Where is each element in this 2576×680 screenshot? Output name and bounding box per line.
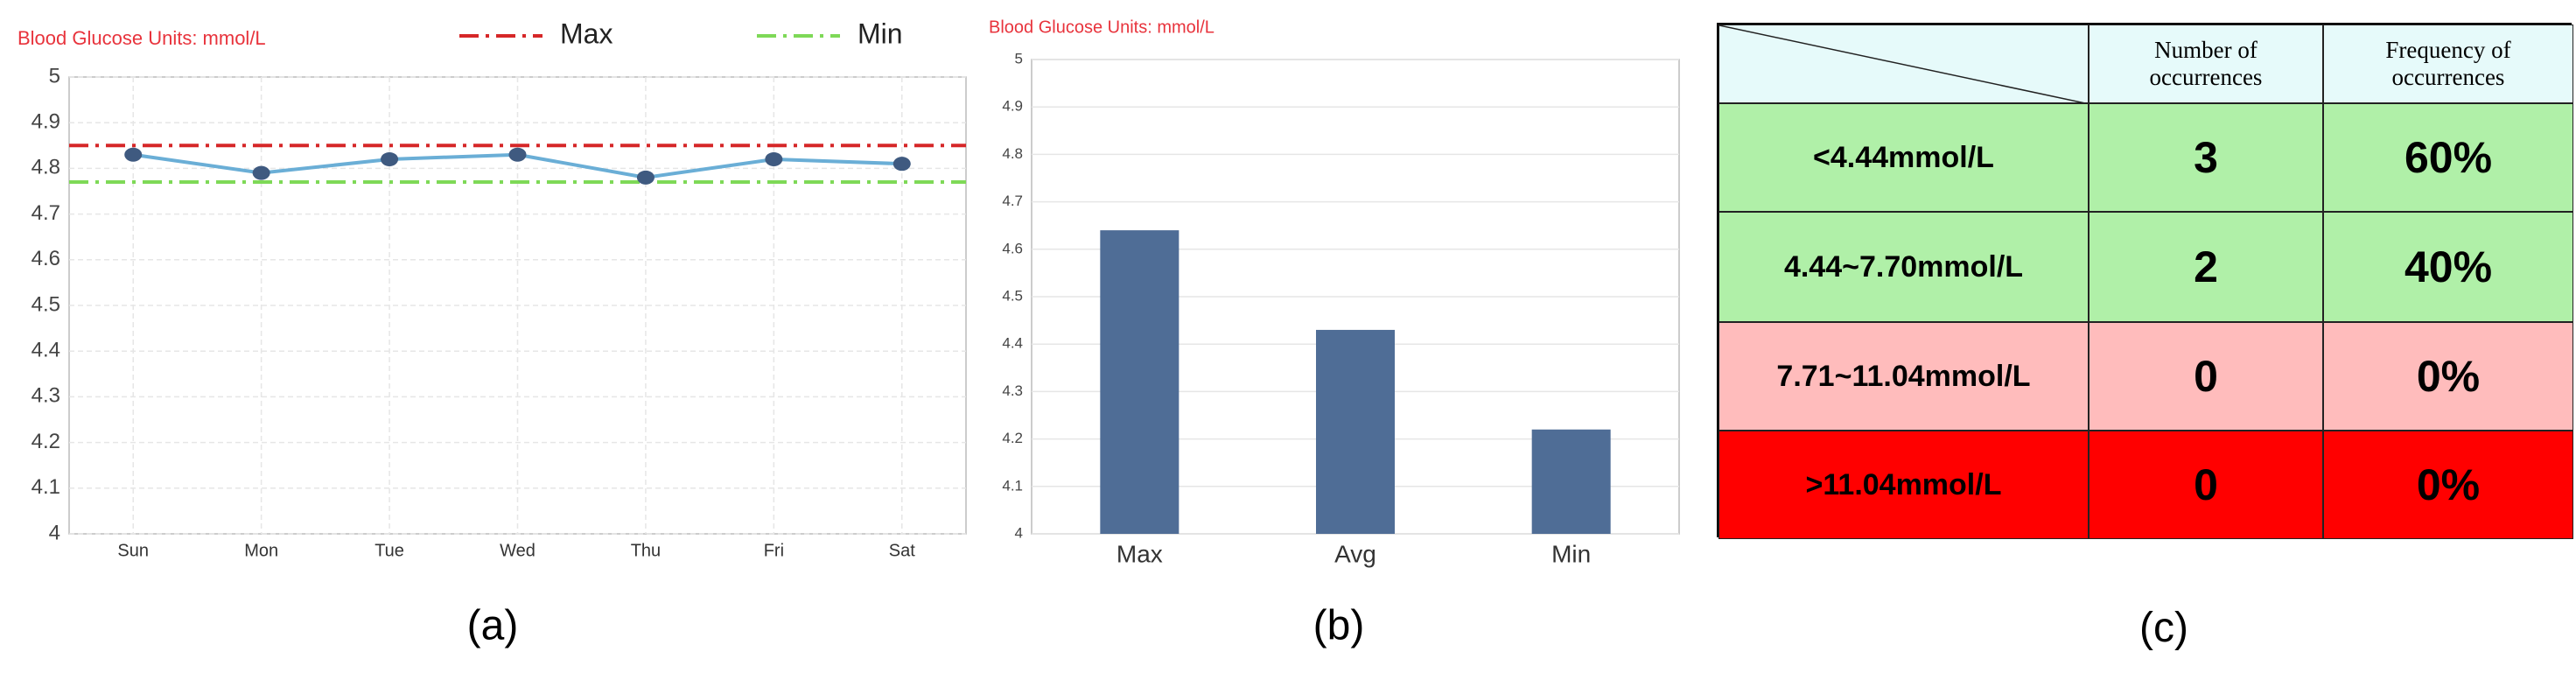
chart-title: Blood Glucose Units: mmol/L bbox=[18, 27, 266, 49]
x-tick-label: Sat bbox=[889, 541, 915, 560]
point bbox=[124, 147, 143, 162]
corner-cell bbox=[1718, 25, 2090, 104]
cell: 3 bbox=[2089, 103, 2323, 212]
y-tick-label: 4 bbox=[49, 521, 60, 544]
y-tick-label: 4.6 bbox=[32, 247, 60, 270]
y-tick-label: 4.2 bbox=[32, 430, 60, 453]
row-label: >11.04mmol/L bbox=[1718, 431, 2089, 539]
point bbox=[508, 147, 527, 162]
y-tick-label: 4.6 bbox=[1002, 240, 1023, 256]
y-tick-label: 4.8 bbox=[1002, 145, 1023, 162]
point bbox=[892, 157, 911, 172]
y-tick-label: 4 bbox=[1015, 524, 1023, 541]
y-tick-label: 4.4 bbox=[1002, 335, 1023, 352]
y-tick-label: 4.5 bbox=[1002, 287, 1023, 304]
point bbox=[636, 170, 654, 185]
bar bbox=[1100, 230, 1180, 534]
point bbox=[252, 165, 270, 180]
x-tick-label: Mon bbox=[244, 541, 278, 560]
point bbox=[765, 151, 783, 166]
x-tick-label: Avg bbox=[1334, 540, 1376, 567]
column-header: Number of occurrences bbox=[2089, 25, 2323, 103]
x-tick-label: Fri bbox=[764, 541, 784, 560]
y-tick-label: 4.3 bbox=[32, 384, 60, 408]
legend-label: Min bbox=[858, 18, 903, 49]
y-tick-label: 4.2 bbox=[1002, 430, 1023, 446]
y-tick-label: 4.9 bbox=[1002, 98, 1023, 115]
y-tick-label: 4.1 bbox=[32, 475, 60, 499]
point bbox=[381, 151, 399, 166]
cell: 0 bbox=[2089, 431, 2323, 539]
caption: (a) bbox=[467, 603, 519, 649]
caption: (c) bbox=[2139, 605, 2188, 651]
row-label: 4.44~7.70mmol/L bbox=[1718, 212, 2089, 322]
y-tick-label: 4.3 bbox=[1002, 382, 1023, 399]
row-label: <4.44mmol/L bbox=[1718, 103, 2089, 212]
legend-label: Max bbox=[560, 18, 612, 49]
cell: 2 bbox=[2089, 212, 2323, 322]
y-tick-label: 4.4 bbox=[32, 339, 60, 362]
x-tick-label: Tue bbox=[374, 541, 404, 560]
x-tick-label: Max bbox=[1116, 540, 1163, 567]
x-tick-label: Min bbox=[1551, 540, 1591, 567]
cell: 0 bbox=[2089, 322, 2323, 431]
bar bbox=[1316, 329, 1395, 534]
y-tick-label: 5 bbox=[49, 64, 60, 88]
y-tick-label: 4.9 bbox=[32, 110, 60, 134]
cell: 60% bbox=[2323, 103, 2573, 212]
cell: 40% bbox=[2323, 212, 2573, 322]
x-tick-label: Wed bbox=[500, 541, 536, 560]
y-tick-label: 4.7 bbox=[1002, 193, 1023, 209]
table: Number of occurrences Frequency of occur… bbox=[1717, 23, 2573, 539]
cell: 0% bbox=[2323, 322, 2573, 431]
y-tick-label: 5 bbox=[1015, 50, 1023, 67]
caption: (b) bbox=[1313, 603, 1365, 649]
x-tick-label: Thu bbox=[631, 541, 661, 560]
x-tick-label: Sun bbox=[117, 541, 149, 560]
y-tick-label: 4.5 bbox=[32, 292, 60, 316]
y-tick-label: 4.1 bbox=[1002, 477, 1023, 494]
cell: 0% bbox=[2323, 431, 2573, 539]
row-label: 7.71~11.04mmol/L bbox=[1718, 322, 2089, 431]
column-header: Frequency of occurrences bbox=[2323, 25, 2573, 103]
y-tick-label: 4.8 bbox=[32, 156, 60, 179]
chart-title: Blood Glucose Units: mmol/L bbox=[989, 18, 1214, 37]
bar bbox=[1531, 429, 1611, 534]
y-tick-label: 4.7 bbox=[32, 201, 60, 225]
